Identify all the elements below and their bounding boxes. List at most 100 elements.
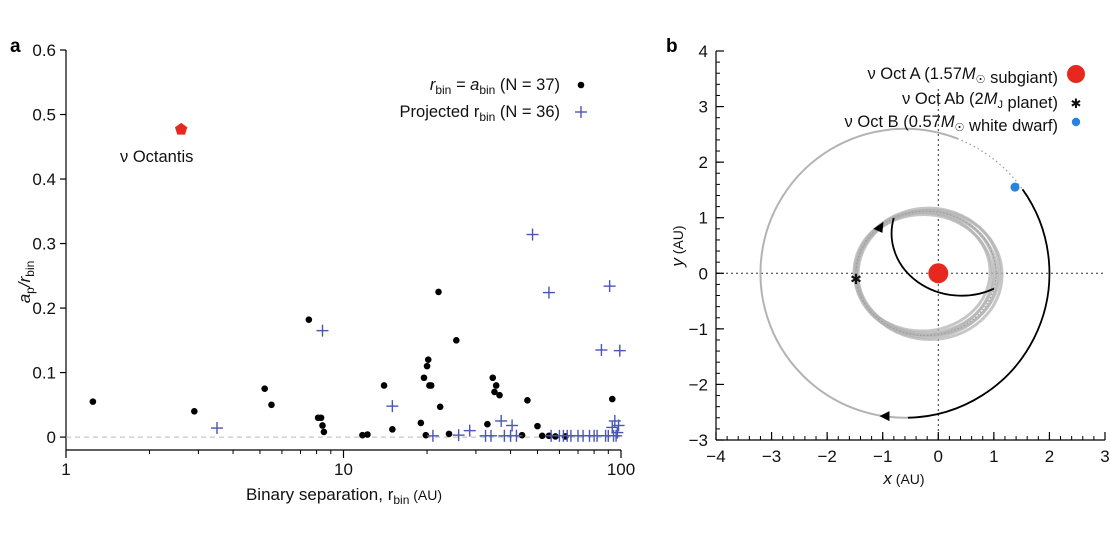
- bound-binary-point: [320, 428, 328, 436]
- planet-orbit-black-arc: [890, 217, 995, 297]
- x-tick-label: 1: [61, 460, 70, 479]
- panel-a-legend: rbin = abin (N = 37) Projected rbin (N =…: [400, 76, 587, 124]
- bound-binary-point: [445, 430, 453, 438]
- projected-binary-point: [463, 424, 476, 437]
- legend-planet-text: ν Oct Ab (2MJ planet): [902, 90, 1058, 112]
- planet-orbit-arrow: [873, 221, 884, 233]
- bound-binary-point: [268, 401, 275, 409]
- legend-white-dwarf-marker: [1071, 117, 1081, 127]
- binary-orbit-arrow: [879, 411, 890, 422]
- bound-binary-point: [89, 398, 97, 405]
- projected-binary-point: [506, 419, 519, 432]
- y-tick-label: 4: [699, 42, 708, 61]
- x-tick-label: 10: [334, 460, 353, 479]
- y-tick-label: 0.3: [32, 235, 56, 254]
- bound-binary-point: [484, 420, 491, 428]
- binary-orbit-dotted: [957, 138, 1024, 190]
- bound-binary-point: [420, 374, 428, 382]
- x-tick-label: 0: [934, 447, 943, 466]
- bound-binary-point: [389, 426, 396, 433]
- y-tick-label: 1: [699, 209, 708, 228]
- white-dwarf-marker: [1010, 182, 1020, 192]
- y-tick-label: 2: [699, 153, 708, 172]
- projected-binary-point: [452, 429, 465, 442]
- bound-binary-point: [423, 362, 431, 370]
- nu-octantis-point: [175, 122, 188, 135]
- projected-binary-point: [595, 344, 608, 356]
- bound-binary-point: [496, 391, 503, 399]
- planet-orbit-band: [856, 208, 1004, 342]
- bound-binary-point: [489, 374, 497, 382]
- y-tick-label: 0: [47, 428, 56, 447]
- nu-octantis-annotation: ν Octantis: [120, 148, 193, 166]
- bound-binary-point: [359, 431, 366, 439]
- legend-bound-marker: [577, 81, 585, 89]
- projected-binary-point: [316, 324, 329, 337]
- bound-binary-point: [436, 403, 444, 411]
- x-tick-label: 3: [1100, 447, 1109, 466]
- star-a-marker: [928, 263, 949, 284]
- panel-b-ylabel: y (AU): [668, 225, 687, 267]
- y-tick-label: −2: [689, 375, 708, 394]
- bound-binary-point: [492, 382, 500, 389]
- bound-binary-point: [424, 356, 432, 363]
- bound-binary-point: [417, 419, 425, 427]
- x-tick-label: 1: [989, 447, 998, 466]
- panel-a-axes: 0 0.1 0.2 0.3 0.4 0.5 0.6 1 10 100: [32, 41, 635, 479]
- binary-orbit-black-arc: [907, 188, 1051, 419]
- projected-binary-point: [610, 429, 623, 442]
- panel-a-points: [89, 122, 626, 442]
- projected-binary-point: [210, 422, 223, 435]
- legend-projected-text: Projected rbin (N = 36): [400, 103, 560, 124]
- x-tick-label: −2: [817, 447, 836, 466]
- panel-a-label: a: [10, 36, 21, 57]
- projected-binary-point: [542, 286, 555, 299]
- y-tick-label: −3: [689, 431, 708, 450]
- x-tick-label: 100: [607, 460, 635, 479]
- panel-b-objects: ✱: [850, 182, 1020, 287]
- binary-orbit-grey: [759, 127, 958, 419]
- bound-binary-point: [380, 382, 388, 389]
- projected-binary-point: [484, 429, 497, 442]
- projected-binary-point: [613, 344, 626, 357]
- panel-b-legend: ν Oct A (1.57M☉ subgiant) ν Oct Ab (2MJ …: [845, 65, 1085, 135]
- projected-binary-point: [510, 429, 523, 442]
- bound-binary-point: [435, 288, 442, 296]
- planet-marker: ✱: [850, 271, 862, 287]
- bound-binary-point: [422, 431, 430, 439]
- legend-star-text: ν Oct A (1.57M☉ subgiant): [867, 65, 1058, 87]
- x-tick-label: −1: [873, 447, 892, 466]
- legend-white-dwarf-text: ν Oct B (0.57M☉ white dwarf): [845, 113, 1058, 135]
- planet-orbit-dotted: [855, 210, 997, 337]
- projected-binary-point: [495, 414, 508, 427]
- legend-star-marker: [1067, 65, 1085, 83]
- bound-binary-point: [427, 382, 435, 389]
- x-tick-label: −4: [706, 447, 725, 466]
- projected-binary-point: [386, 400, 399, 413]
- projected-binary-point: [603, 280, 616, 293]
- panel-a-ylabel: ap/rbin: [15, 261, 37, 304]
- panel-b-label: b: [666, 36, 678, 57]
- y-tick-label: −1: [689, 320, 708, 339]
- bound-binary-point: [319, 422, 326, 429]
- y-tick-label: 3: [699, 98, 708, 117]
- bound-binary-point: [608, 395, 616, 403]
- y-tick-label: 0.2: [32, 299, 56, 318]
- bound-binary-point: [317, 414, 325, 422]
- panel-b-orbits: [759, 127, 1051, 422]
- x-tick-label: −3: [762, 447, 781, 466]
- bound-binary-point: [364, 431, 371, 438]
- legend-bound-text: rbin = abin (N = 37): [430, 76, 560, 97]
- y-tick-label: 0.4: [32, 170, 56, 189]
- bound-binary-point: [534, 422, 541, 430]
- bound-binary-point: [305, 316, 313, 323]
- bound-binary-point: [491, 388, 498, 396]
- legend-planet-marker: ✱: [1071, 96, 1082, 111]
- projected-binary-point: [526, 228, 539, 241]
- projected-binary-point: [611, 426, 624, 439]
- y-tick-label: 0.6: [32, 41, 56, 60]
- bound-binary-point: [191, 407, 198, 415]
- projected-binary-point: [612, 419, 625, 432]
- bound-binary-point: [453, 337, 460, 344]
